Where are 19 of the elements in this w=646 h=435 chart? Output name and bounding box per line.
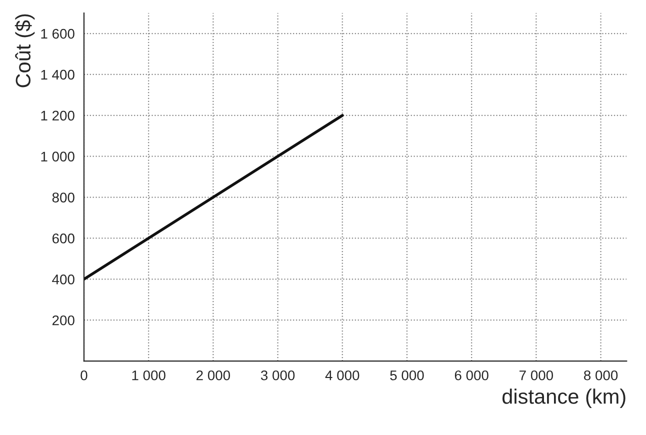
y-tick-label: 200: [52, 315, 74, 326]
x-tick-label: 5 000: [390, 370, 424, 380]
y-tick-label: 600: [52, 234, 74, 244]
x-tick-label: 2 000: [196, 370, 230, 380]
y-tick-label: 800: [52, 192, 74, 202]
y-tick-label: 1 400: [41, 70, 74, 80]
x-tick-label: 3 000: [260, 370, 295, 380]
x-tick-label: 6 000: [454, 370, 488, 380]
x-axis-title: distance (km): [502, 388, 626, 408]
x-tick-label: 4 000: [325, 370, 360, 380]
x-tick-label: 0: [80, 370, 88, 380]
y-axis-title: Coût ($): [14, 14, 35, 88]
x-tick-label: 8 000: [584, 370, 618, 380]
y-tick-label: 1 000: [41, 152, 74, 162]
x-tick-label: 7 000: [520, 370, 554, 380]
y-tick-label: 1 600: [41, 28, 74, 39]
y-tick-label: 1 200: [41, 110, 74, 121]
x-tick-label: 1 000: [132, 370, 166, 380]
y-tick-label: 400: [52, 274, 74, 284]
